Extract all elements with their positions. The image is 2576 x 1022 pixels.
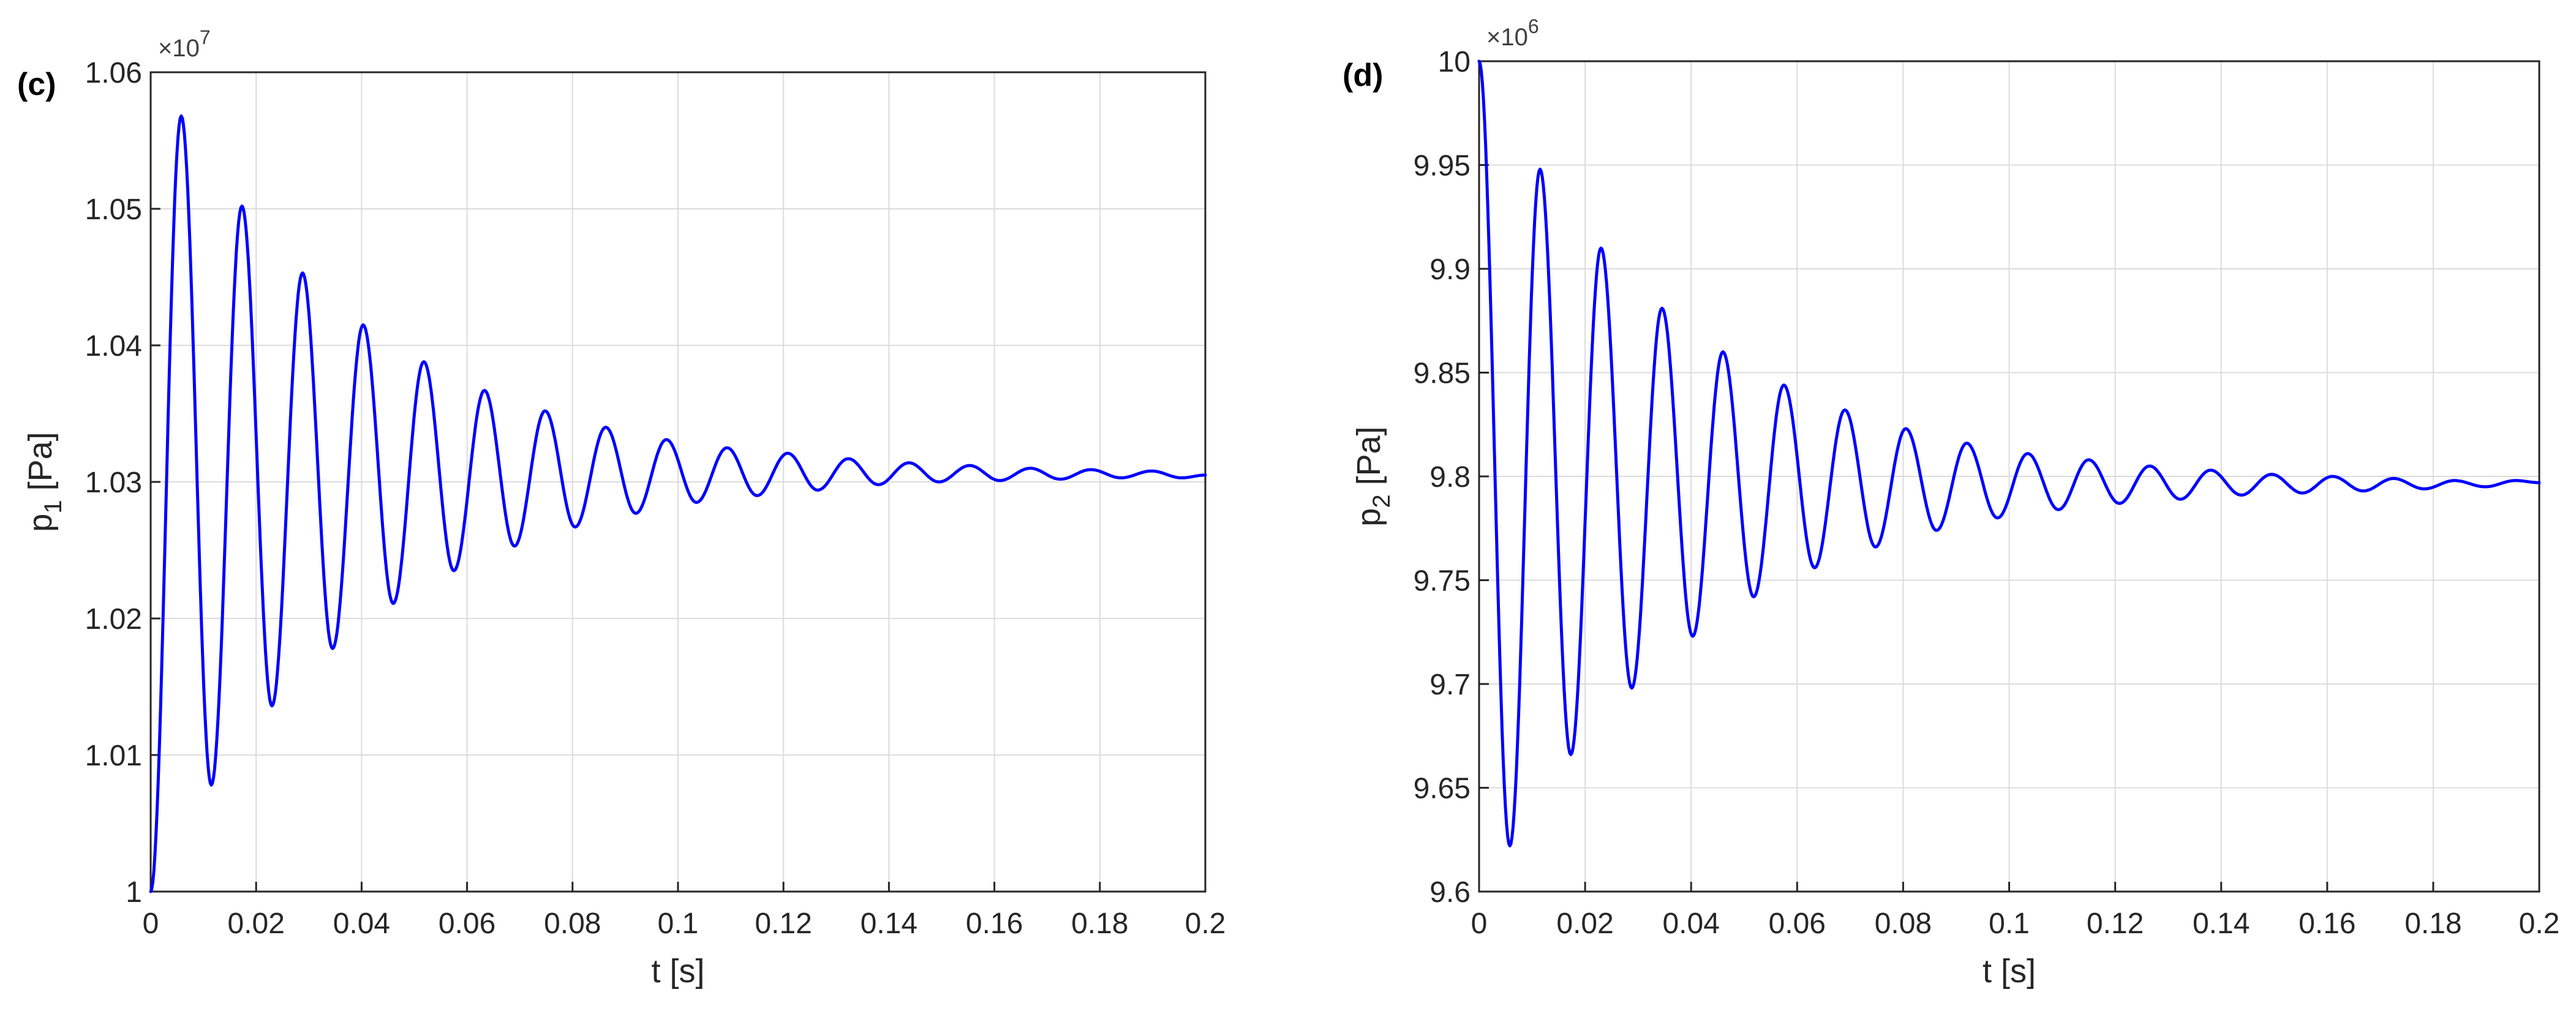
panel-label: (d) (1343, 58, 1383, 93)
x-tick-label: 0.2 (2519, 907, 2560, 940)
y-tick-label: 9.7 (1429, 669, 1471, 701)
x-tick-label: 0.1 (1989, 907, 2030, 940)
x-tick-label: 0.08 (544, 907, 601, 940)
panel-label: (c) (17, 67, 56, 102)
x-tick-label: 0.06 (1769, 907, 1826, 940)
y-tick-label: 10 (1438, 46, 1471, 78)
y-axis-label: p1 [Pa] (22, 432, 67, 532)
y-tick-label: 1.02 (85, 603, 142, 636)
y-axis-label-unit: [Pa] (1350, 426, 1387, 494)
panel-c: 0 0.02 0.04 0.06 0.08 0.1 0.12 0.14 0.16 0.18 0.2 1… (17, 26, 1226, 990)
x-tick-label: 0.18 (1071, 907, 1128, 940)
y-tick-label: 1.04 (85, 330, 142, 363)
x-tick-label: 0.02 (1556, 907, 1613, 940)
y-tick-label: 9.75 (1414, 565, 1471, 598)
x-tick-label: 0.12 (755, 907, 812, 940)
y-tick-label: 1.01 (85, 740, 142, 772)
axis-exponent-label: ×106 (1486, 15, 1539, 51)
y-tick-label: 9.95 (1414, 150, 1471, 182)
y-tick-label: 9.9 (1429, 254, 1471, 286)
y-axis-label-unit: [Pa] (22, 432, 59, 500)
x-axis-label: t [s] (651, 953, 704, 990)
x-tick-label: 0.04 (333, 907, 390, 940)
y-axis-label-main: p (22, 514, 59, 532)
y-tick-label: 1 (126, 876, 142, 909)
x-tick-label: 0.04 (1662, 907, 1719, 940)
x-tick-label: 0 (143, 907, 159, 940)
exponent-power: 6 (1528, 15, 1539, 37)
axis-exponent-label: ×107 (158, 26, 211, 62)
x-tick-label: 0.06 (439, 907, 495, 940)
x-tick-label: 0.14 (861, 907, 917, 940)
y-tick-label: 9.8 (1429, 461, 1471, 494)
y-axis-label-main: p (1350, 508, 1387, 527)
exponent-base: ×10 (1486, 24, 1528, 51)
y-tick-label: 9.65 (1414, 773, 1471, 805)
y-tick-label: 9.85 (1414, 358, 1471, 390)
x-tick-label: 0.08 (1875, 907, 1932, 940)
x-tick-label: 0.16 (2299, 907, 2356, 940)
exponent-base: ×10 (158, 35, 200, 62)
y-tick-label: 1.03 (85, 467, 142, 499)
y-axis-label-subscript: 1 (40, 500, 67, 513)
y-tick-label: 1.06 (85, 57, 142, 89)
x-tick-label: 0.1 (658, 907, 699, 940)
y-axis-label: p2 [Pa] (1350, 426, 1395, 526)
x-tick-label: 0.02 (227, 907, 284, 940)
panel-d: 0 0.02 0.04 0.06 0.08 0.1 0.12 0.14 0.16 0.18 0.2 9… (1343, 15, 2559, 990)
y-axis-label-subscript: 2 (1368, 494, 1395, 508)
x-tick-label: 0.18 (2405, 907, 2461, 940)
exponent-power: 7 (200, 26, 211, 48)
y-tick-label: 9.6 (1429, 876, 1471, 909)
x-tick-label: 0.2 (1185, 907, 1226, 940)
series-line-0 (1477, 59, 2541, 847)
x-tick-label: 0.14 (2193, 907, 2250, 940)
y-tick-label: 1.05 (85, 194, 142, 226)
x-axis-label: t [s] (1983, 953, 2036, 990)
x-tick-label: 0.12 (2087, 907, 2144, 940)
x-tick-label: 0.16 (966, 907, 1023, 940)
series-line-0 (149, 114, 1207, 893)
x-tick-label: 0 (1471, 907, 1488, 940)
